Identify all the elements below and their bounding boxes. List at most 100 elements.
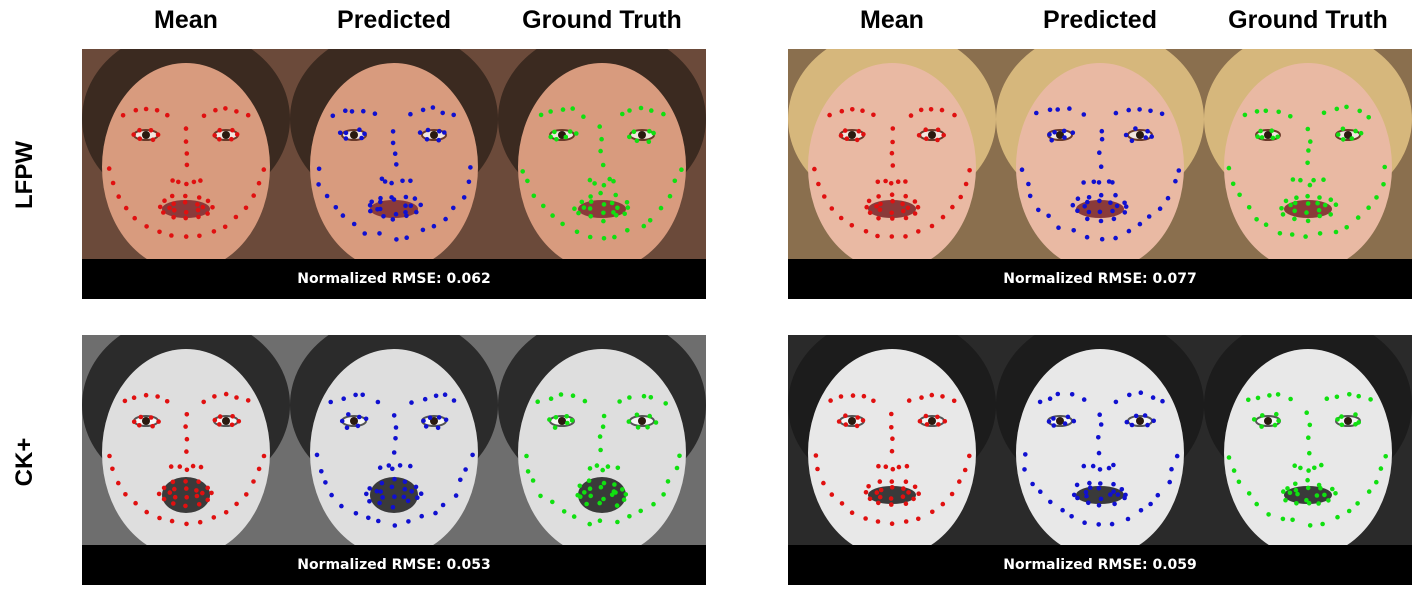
landmark-dot [1084,490,1089,495]
landmark-dot [155,394,160,399]
landmark-dot [1100,137,1105,142]
landmark-dot [403,203,408,208]
pupil-shape [1056,417,1064,425]
landmark-dot [901,486,906,491]
landmark-dot [907,398,912,403]
pupil-shape [222,131,230,139]
landmark-dot [1307,451,1312,456]
landmark-dot [1335,515,1340,520]
landmark-dot [364,417,369,422]
landmark-dot [409,400,414,405]
header-right-predicted: Predicted [996,6,1204,35]
landmark-dot [876,501,881,506]
landmark-dot [602,236,607,241]
landmark-dot [890,151,895,156]
landmark-dot [244,206,249,211]
face-ground-truth [1204,335,1412,545]
face-photo [290,49,498,259]
landmark-dot [1092,180,1097,185]
landmark-dot [1030,482,1035,487]
landmark-dot [850,223,855,228]
landmark-dot [428,415,433,420]
landmark-dot [903,179,908,184]
landmark-dot [538,494,543,499]
landmark-dot [1356,394,1361,399]
landmark-dot [598,149,603,154]
landmark-dot [626,205,631,210]
landmark-dot [343,108,348,113]
landmark-dot [1069,514,1074,519]
landmark-dot [389,181,394,186]
landmark-dot [903,194,908,199]
landmark-dot [1048,396,1053,401]
landmark-dot [325,194,330,199]
landmark-dot [1112,217,1117,222]
landmark-dot [1127,393,1132,398]
landmark-dot [1036,208,1041,213]
landmark-dot [197,234,202,239]
landmark-dot [1127,229,1132,234]
landmark-dot [319,469,324,474]
pupil-shape [638,417,646,425]
landmark-dot [876,464,881,469]
landmark-dot [1107,466,1112,471]
landmark-dot [531,478,536,483]
landmark-dot [868,497,873,502]
landmark-dot [890,192,895,197]
landmark-dot [184,139,189,144]
landmark-dot [911,497,916,502]
landmark-dot [107,166,112,171]
face-predicted [290,49,498,259]
landmark-dot [334,205,339,210]
landmark-dot [1294,488,1299,493]
landmark-dot [855,424,860,429]
landmark-dot [192,180,197,185]
landmark-dot [217,137,222,142]
landmark-dot [642,224,647,229]
landmark-dot [1355,501,1360,506]
landmark-dot [525,179,530,184]
landmark-dot [924,414,929,419]
landmark-dot [209,491,214,496]
landmark-dot [212,133,217,138]
landmark-dot [423,397,428,402]
landmark-dot [1281,517,1286,522]
face-ground-truth [1204,49,1412,259]
landmark-dot [830,492,835,497]
landmark-dot [451,113,456,118]
landmark-dot [1046,214,1051,219]
landmark-dot [1166,196,1171,201]
landmark-dot [620,487,625,492]
landmark-dot [1082,204,1087,209]
landmark-dot [1281,489,1286,494]
landmark-dot [878,208,883,213]
landmark-dot [403,479,408,484]
landmark-dot [393,436,398,441]
landmark-dot [184,495,189,500]
landmark-dot [1099,422,1104,427]
pupil-shape [222,417,230,425]
landmark-dot [1335,395,1340,400]
face-photo [1204,49,1412,259]
landmark-dot [1264,222,1269,227]
landmark-dot [950,492,955,497]
landmark-dot [615,206,620,211]
landmark-dot [392,413,397,418]
landmark-dot [1347,509,1352,514]
landmark-dot [916,491,921,496]
landmark-dot [588,206,593,211]
landmark-dot [391,505,396,510]
landmark-dot [612,482,617,487]
landmark-dot [936,422,941,427]
landmark-dot [443,217,448,222]
face-strip [82,335,706,545]
landmark-dot [144,393,149,398]
rmse-bar: Normalized RMSE: 0.077 [788,259,1412,299]
landmark-dot [916,229,921,234]
landmark-dot [1099,219,1104,224]
landmark-dot [1336,132,1341,137]
landmark-dot [369,200,374,205]
landmark-dot [839,216,844,221]
landmark-dot [598,191,603,196]
landmark-dot [935,138,940,143]
